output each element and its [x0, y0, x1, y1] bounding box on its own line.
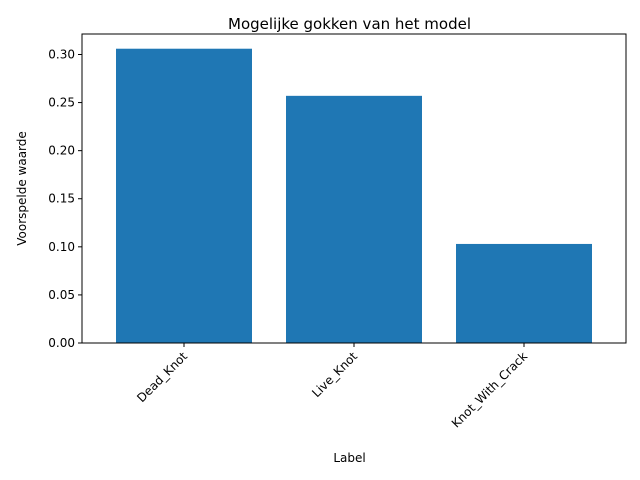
y-tick-label: 0.15	[48, 192, 75, 206]
bar-dead-knot	[116, 48, 252, 343]
x-axis-ticks: Dead_Knot Live_Knot Knot_With_Crack	[134, 343, 530, 431]
bar-knot-with-crack	[456, 243, 592, 343]
x-axis-label: Label	[333, 451, 365, 465]
chart-title: Mogelijke gokken van het model	[228, 15, 471, 33]
plot-frame	[81, 33, 627, 344]
y-axis-ticks: 0.00 0.05 0.10 0.15 0.20 0.25 0.30	[48, 47, 82, 350]
y-tick-label: 0.20	[48, 144, 75, 158]
bars	[116, 48, 592, 343]
y-axis-label: Voorspelde waarde	[15, 131, 29, 246]
y-tick-label: 0.05	[48, 288, 75, 302]
y-tick-label: 0.10	[48, 240, 75, 254]
y-tick-label: 0.30	[48, 47, 75, 61]
x-tick-label: Live_Knot	[309, 349, 360, 400]
x-tick-label: Dead_Knot	[134, 349, 190, 405]
y-tick-label: 0.00	[48, 336, 75, 350]
y-tick-label: 0.25	[48, 96, 75, 110]
x-tick-label: Knot_With_Crack	[449, 349, 530, 430]
bar-live-knot	[286, 95, 422, 343]
